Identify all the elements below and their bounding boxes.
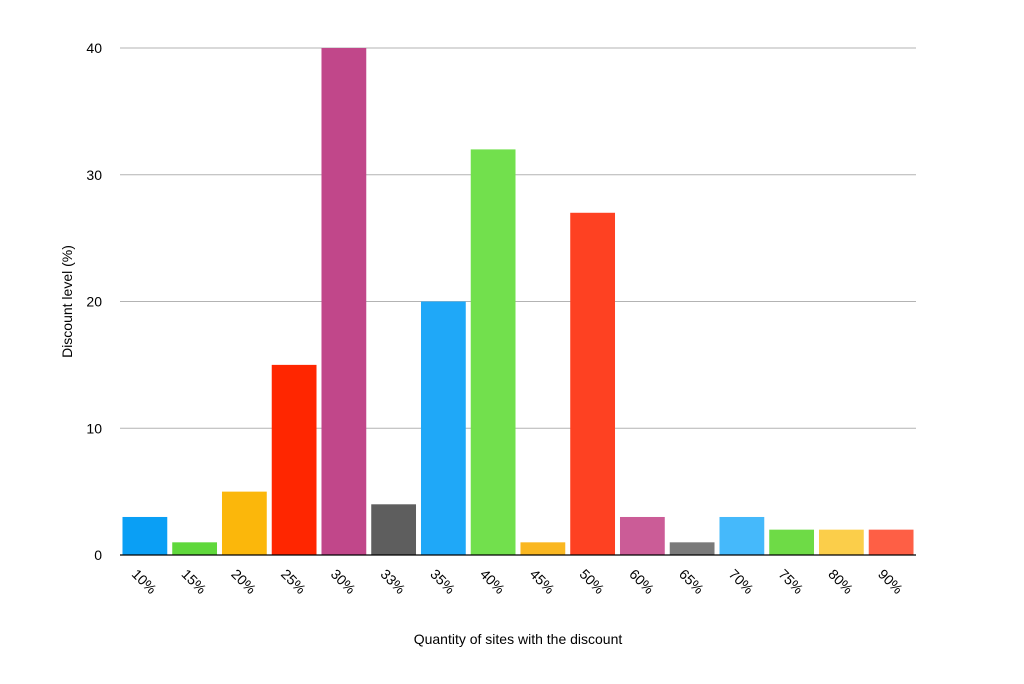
bar bbox=[520, 542, 566, 555]
x-tick-label: 33% bbox=[378, 566, 409, 597]
x-tick-label: 20% bbox=[228, 566, 259, 597]
y-tick-label: 0 bbox=[94, 547, 102, 563]
gridlines bbox=[120, 47, 916, 429]
x-tick-label: 50% bbox=[577, 566, 608, 597]
x-axis-ticks: 10% 15% 20% 25% 30% 33% 35% 40% 45% 50% 60% 65% 70% 7… bbox=[129, 566, 906, 597]
bar bbox=[669, 542, 715, 555]
x-tick-label: 60% bbox=[626, 566, 657, 597]
x-tick-label: 45% bbox=[527, 566, 558, 597]
bar bbox=[420, 301, 466, 555]
y-tick-label: 40 bbox=[86, 40, 102, 56]
bar bbox=[570, 212, 616, 555]
y-axis-title: Discount level (%) bbox=[59, 245, 75, 358]
bar bbox=[371, 504, 417, 555]
x-tick-label: 30% bbox=[328, 566, 359, 597]
x-tick-label: 75% bbox=[776, 566, 807, 597]
y-tick-label: 30 bbox=[86, 167, 102, 183]
x-tick-label: 70% bbox=[726, 566, 757, 597]
x-tick-label: 80% bbox=[825, 566, 856, 597]
x-axis-title: Quantity of sites with the discount bbox=[414, 631, 623, 647]
bar bbox=[321, 48, 367, 555]
bar bbox=[868, 529, 914, 555]
bar bbox=[769, 529, 815, 555]
y-tick-label: 10 bbox=[86, 420, 102, 436]
bar bbox=[818, 529, 864, 555]
bar bbox=[172, 542, 218, 555]
bars bbox=[122, 48, 914, 555]
x-tick-label: 65% bbox=[676, 566, 707, 597]
bar bbox=[719, 516, 765, 555]
bar bbox=[122, 516, 168, 555]
bar bbox=[221, 491, 267, 555]
x-tick-label: 40% bbox=[477, 566, 508, 597]
x-tick-label: 10% bbox=[129, 566, 160, 597]
x-tick-label: 15% bbox=[179, 566, 210, 597]
bar bbox=[271, 364, 317, 555]
x-tick-label: 25% bbox=[278, 566, 309, 597]
y-tick-label: 20 bbox=[86, 294, 102, 310]
y-axis-ticks: 0 10 20 30 40 bbox=[86, 40, 102, 563]
x-tick-label: 35% bbox=[427, 566, 458, 597]
bar bbox=[470, 149, 516, 555]
bar bbox=[619, 516, 665, 555]
x-tick-label: 90% bbox=[875, 566, 906, 597]
